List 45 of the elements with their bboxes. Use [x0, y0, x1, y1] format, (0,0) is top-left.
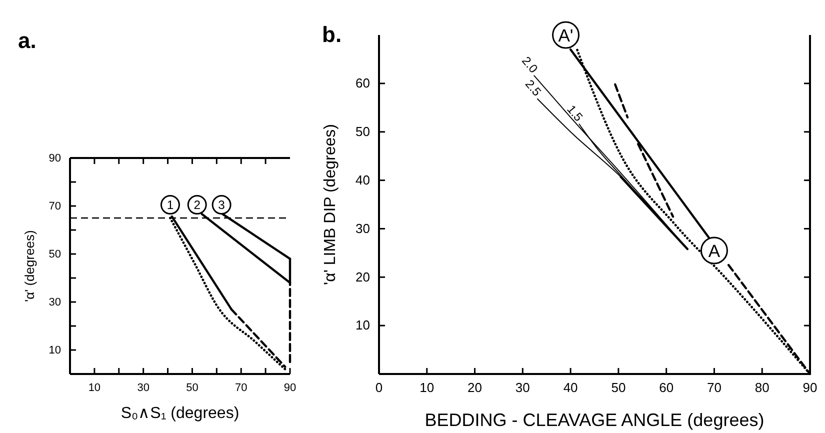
x-axis-title: BEDDING - CLEAVAGE ANGLE (degrees): [424, 410, 764, 430]
y-tick-label: 30: [356, 220, 370, 236]
annotation: 3: [218, 198, 226, 212]
annotation: A': [558, 25, 574, 46]
y-tick-label: 50: [356, 124, 370, 140]
chart-title: a.: [18, 28, 36, 53]
x-tick-label: 70: [706, 380, 722, 396]
x-tick-label: 20: [468, 380, 482, 396]
text: 2.0: [519, 54, 541, 76]
y-tick-label: 40: [356, 172, 370, 188]
x-tick-label: 30: [515, 380, 530, 396]
circled-label: A: [700, 236, 728, 264]
text: 1.5: [564, 102, 586, 124]
x-tick-label: 90: [802, 380, 818, 396]
circled-label: 1: [160, 195, 180, 215]
x-axis-title: S₀∧S₁ (degrees): [120, 405, 240, 422]
annotation: 1: [166, 198, 174, 212]
y-tick-label: 50: [48, 248, 61, 261]
x-tick-label: 30: [137, 382, 150, 394]
y-tick-label: 20: [356, 269, 370, 284]
x-tick-label: 0: [375, 380, 383, 396]
y-axis-title: 'α' (degrees): [22, 230, 37, 302]
y-tick-label: 70: [48, 200, 61, 213]
y-tick-label: 30: [48, 296, 61, 309]
y-axis-title: 'α' LIMB DIP (degrees): [322, 124, 339, 285]
x-tick-label: 80: [754, 380, 770, 396]
text: 2.5: [522, 77, 544, 100]
x-tick-label: 50: [186, 382, 198, 394]
y-tick-label: 10: [356, 318, 370, 333]
x-tick-label: 10: [88, 382, 101, 394]
x-tick-label: 50: [611, 380, 626, 396]
x-tick-label: 70: [234, 382, 248, 394]
x-tick-label: 10: [420, 380, 434, 396]
y-tick-label: 60: [356, 76, 370, 91]
annotation: A: [708, 240, 720, 261]
circled-label: A': [552, 21, 580, 49]
circled-label: 2: [187, 195, 207, 215]
x-tick-label: 40: [563, 380, 578, 396]
y-tick-label: 10: [48, 344, 61, 357]
x-tick-label: 90: [284, 382, 296, 394]
annotation: 2: [194, 198, 201, 212]
x-tick-label: 60: [659, 380, 674, 396]
y-tick-label: 90: [48, 152, 61, 165]
circled-label: 3: [212, 195, 232, 215]
chart-title: b.: [322, 22, 342, 47]
